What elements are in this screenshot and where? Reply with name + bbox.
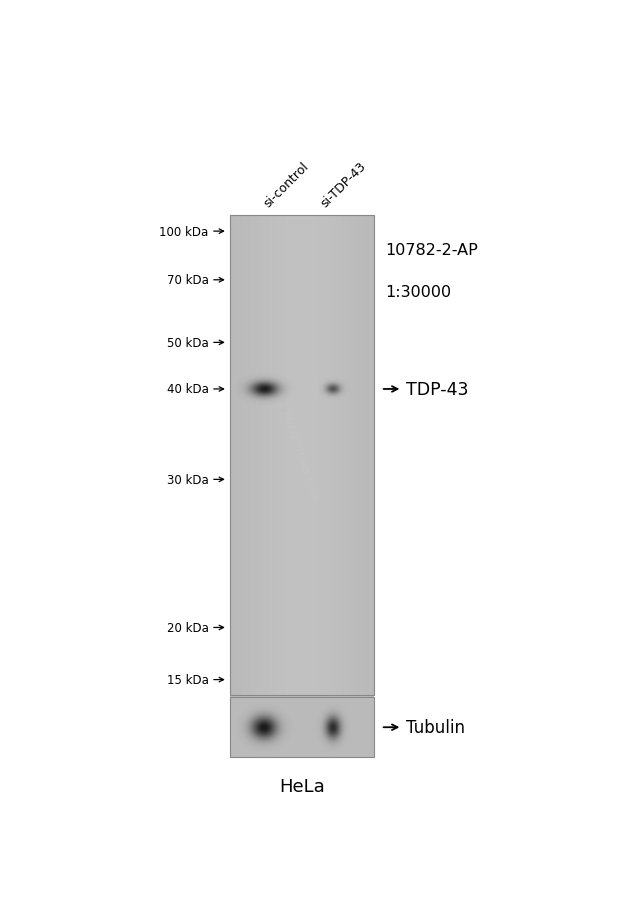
Text: si-control: si-control (261, 161, 312, 210)
Text: HeLa: HeLa (279, 778, 325, 795)
Text: WWW.PTGAB.COM: WWW.PTGAB.COM (280, 409, 319, 502)
Text: 20 kDa: 20 kDa (167, 621, 209, 634)
Text: 70 kDa: 70 kDa (167, 274, 209, 287)
Text: 100 kDa: 100 kDa (159, 226, 209, 238)
Text: 40 kDa: 40 kDa (167, 383, 209, 396)
Text: 1:30000: 1:30000 (386, 285, 452, 299)
Text: si-TDP-43: si-TDP-43 (318, 160, 369, 210)
Bar (230, 216, 374, 695)
Text: 15 kDa: 15 kDa (167, 674, 209, 686)
Text: 50 kDa: 50 kDa (167, 336, 209, 349)
Bar (230, 697, 374, 758)
Text: 10782-2-AP: 10782-2-AP (386, 244, 478, 258)
Text: TDP-43: TDP-43 (405, 381, 468, 399)
Text: Tubulin: Tubulin (405, 718, 465, 736)
Text: 30 kDa: 30 kDa (167, 474, 209, 486)
